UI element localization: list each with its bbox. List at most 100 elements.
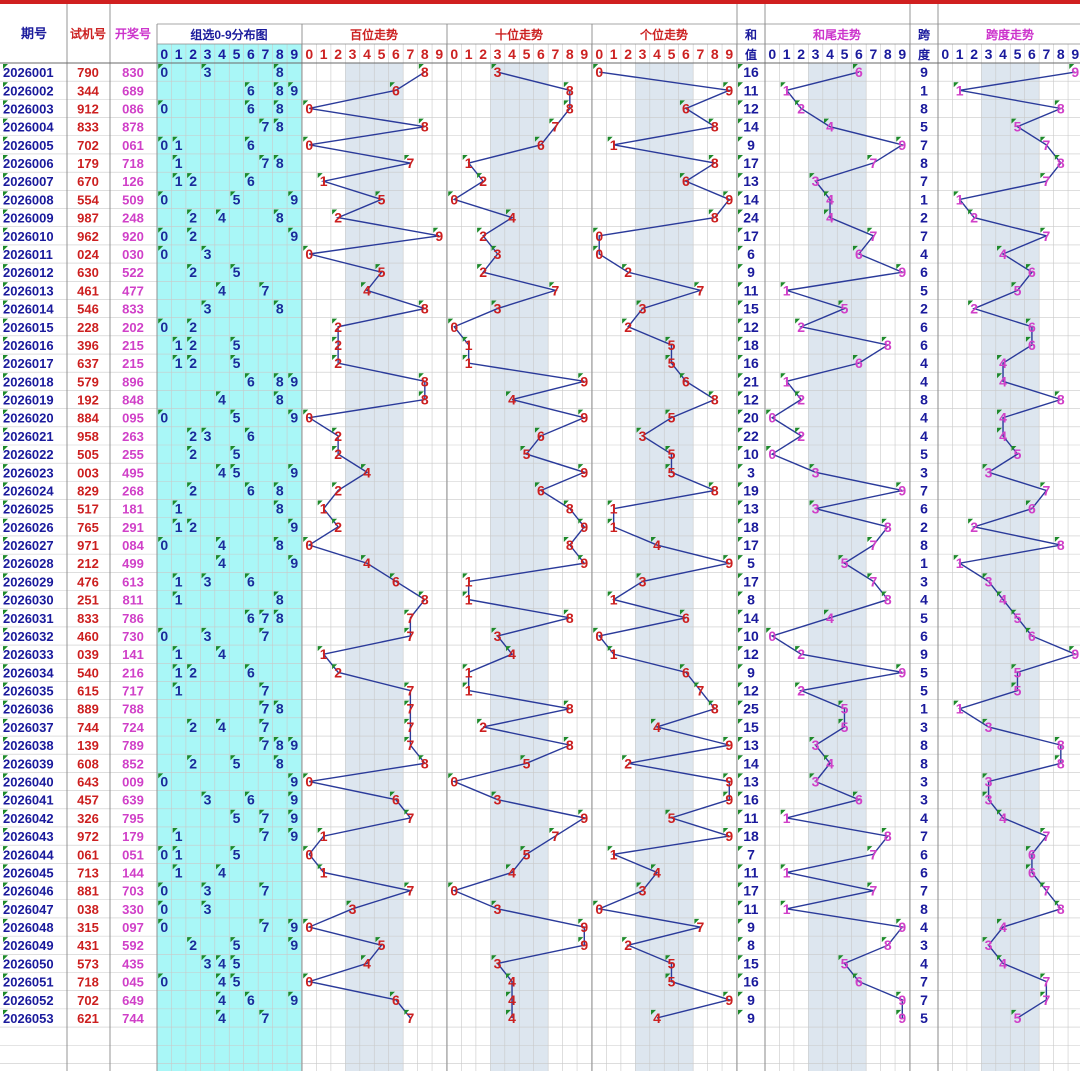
corner-flag-icon (738, 373, 743, 379)
corner-flag-icon (578, 809, 584, 815)
corner-flag-icon (1054, 154, 1060, 160)
corner-flag-icon (534, 482, 540, 488)
units-mark: 9 (725, 82, 733, 98)
units-digit-2-header: 2 (624, 46, 632, 62)
corner-flag-icon (244, 173, 250, 179)
hundreds-mark: 2 (334, 337, 342, 353)
hundreds-mark: 0 (305, 846, 313, 862)
corner-flag-icon (3, 445, 8, 451)
corner-flag-icon (303, 918, 309, 924)
corner-flag-icon (896, 918, 902, 924)
period-cell: 2026012 (3, 265, 54, 280)
corner-flag-icon (172, 136, 178, 142)
sum-value-cell: 3 (747, 464, 755, 480)
distribution-mark: 7 (261, 628, 269, 644)
draw-number-cell: 144 (122, 865, 144, 880)
hundreds-mark: 2 (334, 519, 342, 535)
tens-digit-9-header: 9 (580, 46, 588, 62)
corner-flag-icon (389, 573, 395, 579)
draw-number-cell: 499 (122, 556, 144, 571)
sum-tail-mark: 5 (841, 701, 849, 717)
span-mark: 6 (1028, 864, 1036, 880)
corner-flag-icon (3, 755, 8, 761)
span-digit-8-header: 8 (1057, 46, 1065, 62)
units-digit-4-header: 4 (653, 46, 661, 62)
span-mark: 4 (999, 919, 1007, 935)
hundreds-mark: 2 (334, 355, 342, 371)
corner-flag-icon (418, 64, 424, 69)
units-mark: 9 (725, 774, 733, 790)
span-value-cell: 5 (920, 446, 928, 462)
tens-mark: 9 (580, 810, 588, 826)
distribution-mark: 1 (175, 355, 183, 371)
corner-flag-icon (622, 937, 628, 943)
corner-flag-icon (881, 591, 887, 597)
span-mark: 5 (1014, 119, 1022, 135)
corner-flag-icon (389, 82, 395, 88)
tens-digit-0-header: 0 (450, 46, 458, 62)
tens-mark: 9 (580, 555, 588, 571)
hundreds-digit-0-header: 0 (305, 46, 313, 62)
corner-flag-icon (1040, 227, 1046, 233)
span-value-cell: 5 (920, 1010, 928, 1026)
corner-flag-icon (273, 100, 279, 106)
span-digit-0-header: 0 (941, 46, 949, 62)
tens-mark: 4 (508, 646, 516, 662)
sum-tail-mark: 1 (783, 901, 791, 917)
sum-value-cell: 20 (743, 410, 759, 426)
corner-flag-icon (3, 373, 8, 379)
trial-number-cell: 833 (77, 611, 99, 626)
hundreds-mark: 1 (320, 828, 328, 844)
distribution-mark: 8 (276, 301, 284, 317)
corner-flag-icon (1011, 445, 1017, 451)
draw-number-cell: 613 (122, 574, 144, 589)
period-cell: 2026008 (3, 192, 54, 207)
corner-flag-icon (1040, 482, 1046, 488)
span-value-cell: 7 (920, 883, 928, 899)
corner-flag-icon (332, 518, 338, 524)
tens-mark: 5 (523, 446, 531, 462)
corner-flag-icon (795, 318, 801, 324)
trial-number-cell: 061 (77, 847, 99, 862)
corner-flag-icon (723, 991, 729, 997)
span-mark: 6 (1028, 628, 1036, 644)
distribution-mark: 8 (276, 537, 284, 553)
distribution-mark: 5 (233, 937, 241, 953)
corner-flag-icon (230, 445, 236, 451)
corner-flag-icon (867, 154, 873, 160)
sum-value-cell: 16 (743, 64, 759, 80)
period-cell: 2026001 (3, 65, 54, 80)
corner-flag-icon (259, 882, 265, 888)
corner-flag-icon (230, 755, 236, 761)
distribution-mark: 7 (261, 828, 269, 844)
hundreds-mark: 8 (421, 755, 429, 771)
period-cell: 2026036 (3, 702, 54, 717)
distribution-digit-4-header: 4 (218, 46, 226, 62)
distribution-mark: 3 (204, 628, 212, 644)
units-mark: 0 (595, 228, 603, 244)
corner-flag-icon (462, 355, 468, 361)
corner-flag-icon (216, 955, 222, 961)
span-digit-3-header: 3 (985, 46, 993, 62)
units-digit-1-header: 1 (610, 46, 618, 62)
draw-number-cell: 848 (122, 393, 144, 408)
draw-number-cell: 215 (122, 338, 144, 353)
hundreds-mark: 2 (334, 319, 342, 335)
draw-number-cell: 268 (122, 483, 144, 498)
period-cell: 2026019 (3, 393, 54, 408)
sum-value-cell: 8 (747, 937, 755, 953)
corner-flag-icon (3, 555, 8, 561)
header-span-top: 跨 (918, 28, 931, 42)
distribution-digit-7-header: 7 (261, 46, 269, 62)
sum-value-cell: 25 (743, 701, 759, 717)
corner-flag-icon (578, 409, 584, 415)
corner-flag-icon (216, 991, 222, 997)
distribution-mark: 1 (175, 173, 183, 189)
corner-flag-icon (738, 64, 743, 69)
corner-flag-icon (244, 609, 250, 615)
span-value-cell: 2 (920, 210, 928, 226)
corner-flag-icon (201, 573, 207, 579)
corner-flag-icon (997, 355, 1003, 361)
corner-flag-icon (3, 773, 8, 779)
corner-flag-icon (158, 136, 164, 142)
